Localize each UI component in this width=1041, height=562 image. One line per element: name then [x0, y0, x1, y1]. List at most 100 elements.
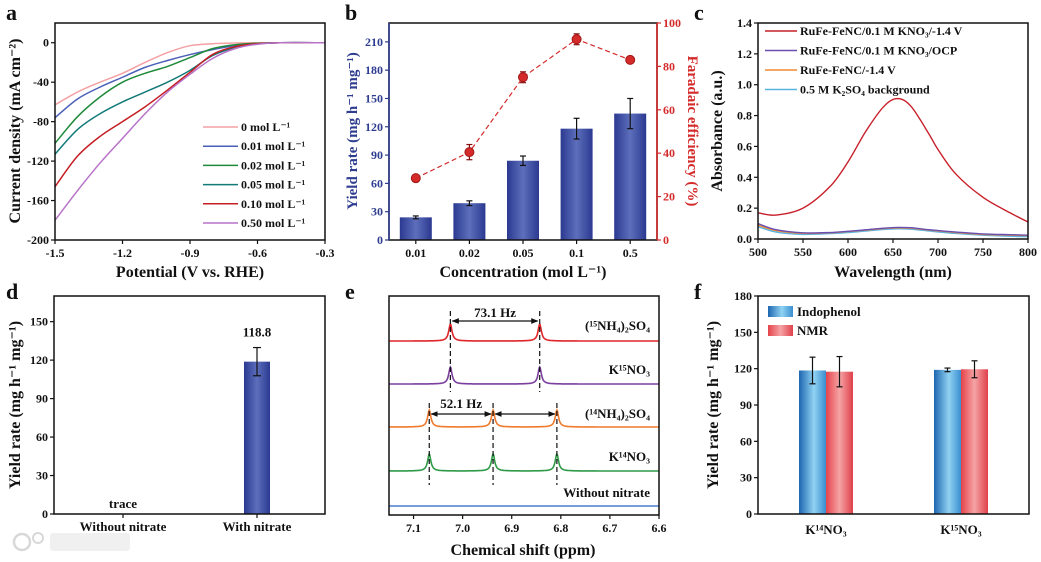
- y-tick-label: 0.4: [737, 170, 752, 184]
- y-tick-label: 80: [663, 59, 675, 73]
- x-axis-title: Potential (V vs. RHE): [116, 264, 264, 281]
- x-tick-label: 6.6: [652, 521, 667, 535]
- x-tick-label: 500: [749, 245, 767, 259]
- fe-point: [571, 34, 582, 45]
- x-tick-label: -0.3: [316, 246, 335, 260]
- x-tick-label: 7.0: [455, 521, 470, 535]
- watermark-logo: [12, 532, 130, 552]
- watermark-mark: [50, 533, 130, 551]
- y-tick-label: -160: [27, 194, 49, 208]
- y-tick-label: 30: [371, 205, 383, 219]
- fe-point: [410, 173, 421, 184]
- x-tick-label: 0.5: [623, 246, 638, 260]
- watermark-icon: [12, 532, 32, 552]
- y-tick-label: -80: [33, 115, 49, 129]
- legend-label: 0.02 mol L⁻¹: [241, 158, 306, 172]
- panel-letter: e: [345, 279, 355, 304]
- bar: [614, 113, 647, 240]
- y-tick-label: 90: [740, 398, 752, 412]
- value-label: 118.8: [243, 325, 272, 340]
- x-tick-label: 600: [839, 245, 857, 259]
- legend-label: 0.5 M K₂SO₄ background: [800, 83, 930, 97]
- bar: [507, 160, 539, 240]
- y-tick-label: 1.4: [737, 16, 752, 30]
- x-tick-label: -1.5: [46, 246, 65, 260]
- y-tick-label: 0.0: [737, 232, 752, 246]
- y-axis-title: Absorbance (a.u.): [709, 70, 726, 191]
- x-tick-label: 550: [794, 245, 812, 259]
- y-tick-label: 0: [663, 233, 669, 247]
- value-label: trace: [109, 496, 137, 511]
- y-tick-label: -120: [27, 154, 49, 168]
- legend-label: NMR: [797, 323, 829, 338]
- bar: [453, 203, 486, 240]
- x-tick-label: 6.8: [553, 521, 568, 535]
- legend-label: 0 mol L⁻¹: [241, 120, 291, 134]
- bar: [826, 371, 853, 514]
- y-tick-label: 0.2: [737, 201, 752, 215]
- coupling-label: 52.1 Hz: [440, 396, 482, 411]
- panel-letter: d: [6, 279, 18, 304]
- legend-label: RuFe-FeNC/-1.4 V: [800, 63, 896, 77]
- y-tick-label: -40: [33, 75, 49, 89]
- y-tick-label: 90: [371, 148, 383, 162]
- bar: [961, 369, 988, 514]
- x-axis-title: Concentration (mol L⁻¹): [440, 264, 607, 281]
- panel-letters: a b c d e f: [6, 0, 704, 304]
- legend-label: 0.05 mol L⁻¹: [241, 178, 306, 192]
- y-tick-label: 60: [663, 103, 675, 117]
- x-tick-label: 650: [884, 245, 902, 259]
- bar: [399, 217, 432, 240]
- y-tick-label: 180: [365, 63, 383, 77]
- x-tick-label: 7.1: [406, 521, 421, 535]
- x-axis-title: Wavelength (nm): [834, 264, 952, 281]
- y-tick-label: 120: [30, 353, 48, 367]
- nmr-spectrum: [389, 452, 659, 472]
- legend-label: 0.50 mol L⁻¹: [241, 216, 306, 230]
- nmr-spectrum: [389, 408, 659, 428]
- series-line: [757, 225, 1029, 238]
- y-tick-label: 40: [663, 146, 675, 160]
- bar: [799, 370, 826, 514]
- y-tick-label: 120: [365, 120, 383, 134]
- plot-frame: [388, 295, 660, 516]
- series-line: [757, 97, 1029, 223]
- series-line: [757, 222, 1029, 236]
- y-tick-label: 150: [734, 325, 752, 339]
- legend-label: 0.01 mol L⁻¹: [241, 139, 306, 153]
- series-line: [54, 41, 326, 221]
- chart-c-uvvis: RuFe-FeNC/0.1 M KNO₃/-1.4 V RuFe-FeNC/0.1…: [709, 16, 1037, 281]
- legend-label: Indophenol: [797, 304, 861, 319]
- x-tick-label: 0.05: [513, 246, 534, 260]
- y-tick-label: 60: [740, 434, 752, 448]
- y-tick-label: 1.2: [737, 47, 752, 61]
- x-tick-label: Without nitrate: [80, 519, 167, 534]
- bar: [560, 128, 593, 240]
- x-tick-label: 0.1: [569, 246, 584, 260]
- series-line: [54, 41, 326, 119]
- fe-point: [625, 54, 636, 65]
- fe-point: [518, 72, 528, 83]
- y-tick-label: 150: [365, 91, 383, 105]
- y-tick-label: 0: [42, 507, 48, 521]
- spectrum-label: K¹⁴NO₃: [609, 449, 650, 464]
- x-tick-label: 0.02: [459, 246, 480, 260]
- bar: [244, 361, 270, 514]
- y-tick-label: -200: [27, 233, 49, 247]
- x-tick-label: -0.9: [181, 246, 200, 260]
- panel-letter: f: [694, 279, 702, 304]
- y-tick-label: 0.6: [737, 139, 752, 153]
- legend-swatch: [768, 306, 793, 317]
- spectrum-label: Without nitrate: [563, 485, 650, 500]
- spectrum-label: (¹⁵NH₄)₂SO₄: [585, 318, 650, 333]
- fe-point: [464, 147, 475, 158]
- coupling-label: 73.1 Hz: [474, 305, 516, 320]
- y2-axis-title: Faradaic efficiency (%): [684, 56, 700, 207]
- x-tick-label: 700: [929, 245, 947, 259]
- spectrum-label: (¹⁴NH₄)₂SO₄: [585, 406, 650, 421]
- y-tick-label: 0.8: [737, 109, 752, 123]
- y-tick-label: 1.0: [737, 78, 752, 92]
- chart-a-lsv: 0 mol L⁻¹ 0.01 mol L⁻¹ 0.02 mol L⁻¹ 0.05 mo…: [7, 22, 335, 281]
- x-tick-label: -0.6: [248, 246, 267, 260]
